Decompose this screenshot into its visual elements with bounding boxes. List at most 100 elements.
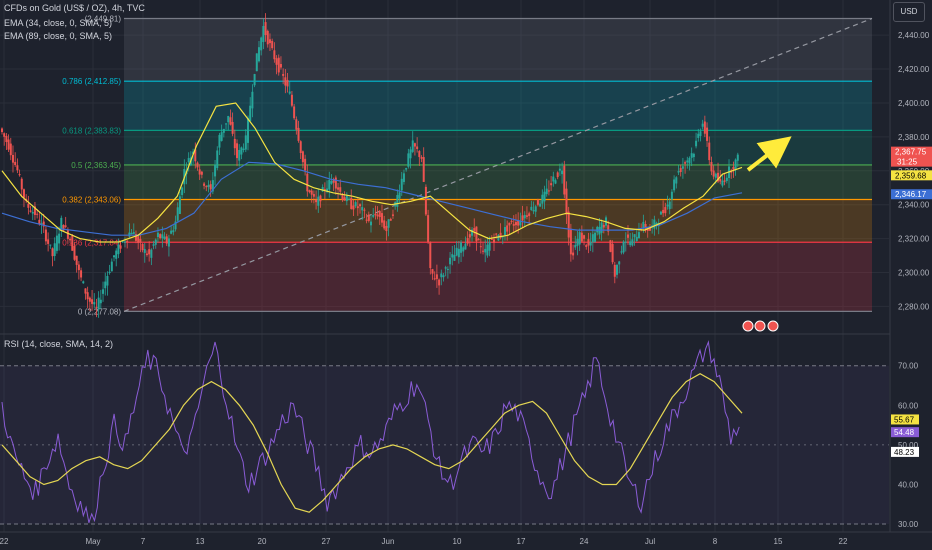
- candle-body: [534, 206, 537, 212]
- candle-body: [69, 238, 72, 241]
- price-tick-label: 2,280.00: [898, 302, 930, 311]
- candle-body: [455, 247, 458, 256]
- candle-body: [113, 255, 116, 258]
- price-badge: [891, 189, 932, 200]
- candle-body: [170, 230, 173, 234]
- fibonacci-retracement[interactable]: [124, 17, 872, 312]
- candle-body: [73, 245, 76, 260]
- candle-body: [613, 264, 616, 277]
- candle-body: [583, 235, 586, 239]
- candle-body: [108, 271, 111, 274]
- candle-body: [163, 236, 166, 240]
- candle-body: [550, 183, 553, 186]
- rsi-badge: [891, 446, 919, 457]
- candle-body: [372, 215, 375, 217]
- candle-body: [655, 222, 658, 225]
- candle-body: [47, 239, 50, 244]
- candle-body: [161, 234, 164, 239]
- candle-body: [690, 153, 693, 158]
- candle-body: [547, 190, 550, 192]
- candle-body: [297, 127, 300, 141]
- candle-body: [712, 170, 715, 177]
- candle-body: [725, 177, 728, 182]
- price-scale[interactable]: [890, 0, 932, 550]
- candle-body: [444, 267, 447, 269]
- candle-body: [561, 170, 564, 175]
- candle-body: [86, 292, 89, 300]
- candle-body: [27, 203, 30, 208]
- candle-body: [312, 194, 315, 197]
- candle-body: [288, 91, 291, 94]
- candle-body: [429, 242, 432, 269]
- candle-body: [558, 168, 561, 171]
- candle-body: [706, 127, 709, 141]
- candle-body: [633, 234, 636, 238]
- ema-34-line: [1, 102, 743, 243]
- candle-body: [255, 53, 258, 72]
- candle-body: [714, 173, 717, 178]
- price-badge-label: 2,346.17: [895, 190, 927, 199]
- candle-body: [438, 279, 441, 286]
- candle-body: [446, 268, 449, 270]
- time-axis-ticks[interactable]: 22 May 7 13 20 27 Jun 10 17 24 Jul 8 15 22: [0, 537, 848, 546]
- candle-body: [97, 297, 100, 310]
- time-tick-label: 22: [839, 537, 848, 546]
- candle-body: [431, 269, 434, 274]
- rsi-badge-label: 55.67: [894, 415, 915, 424]
- candle-body: [506, 225, 509, 232]
- price-badge-label: 2,367.75: [895, 148, 927, 157]
- price-tick-label: 2,420.00: [898, 65, 930, 74]
- candle-body: [699, 131, 702, 137]
- candle-body: [679, 168, 682, 172]
- candle-body: [66, 230, 69, 239]
- candle-body: [62, 225, 65, 231]
- candle-body: [624, 241, 627, 243]
- candle-body: [701, 123, 704, 127]
- candle-body: [442, 275, 445, 278]
- candle-body: [528, 213, 531, 217]
- candle-body: [304, 158, 307, 171]
- candle-body: [556, 172, 559, 178]
- symbol-legend[interactable]: CFDs on Gold (US$ / OZ), 4h, TVC: [4, 3, 145, 13]
- rsi-legend[interactable]: RSI (14, close, SMA, 14, 2): [4, 339, 113, 349]
- candle-body: [200, 171, 203, 175]
- candle-body: [541, 194, 544, 204]
- ema-34-legend[interactable]: EMA (34, close, 0, SMA, 5): [4, 18, 112, 28]
- fib-level-label: 0.236 (2,317.84): [62, 238, 121, 247]
- ema-89-legend[interactable]: EMA (89, close, 0, SMA, 5): [4, 31, 112, 41]
- candle-body: [218, 134, 221, 148]
- candle-body: [626, 234, 629, 238]
- candle-body: [102, 289, 105, 294]
- currency-button[interactable]: USD: [893, 2, 925, 22]
- trendline[interactable]: [123, 17, 873, 312]
- candle-body: [7, 139, 10, 150]
- candle-body: [51, 248, 54, 257]
- time-tick-label: 8: [713, 537, 718, 546]
- candle-body: [317, 196, 320, 206]
- candle-body: [609, 240, 612, 252]
- rsi-tick-label: 60.00: [898, 401, 919, 410]
- price-badge: [891, 170, 932, 181]
- candle-body: [493, 239, 495, 243]
- fib-zone: [124, 18, 872, 82]
- candle-body: [14, 161, 17, 165]
- candle-body: [670, 191, 673, 200]
- price-tick-label: 2,320.00: [898, 235, 930, 244]
- rsi-levels: [0, 365, 889, 525]
- event-markers[interactable]: [742, 320, 779, 332]
- candle-body: [385, 226, 388, 232]
- candle-body: [244, 135, 247, 150]
- price-badge: [891, 146, 932, 167]
- candle-body: [539, 203, 542, 207]
- candle-body: [378, 211, 381, 218]
- candle-body: [124, 241, 126, 243]
- candle-body: [187, 158, 190, 163]
- time-tick-label: 13: [196, 537, 205, 546]
- candle-body: [734, 159, 737, 170]
- up-arrow-annotation[interactable]: [746, 136, 792, 172]
- candle-body: [365, 219, 368, 221]
- candle-body: [207, 184, 210, 188]
- candle-body: [659, 211, 662, 215]
